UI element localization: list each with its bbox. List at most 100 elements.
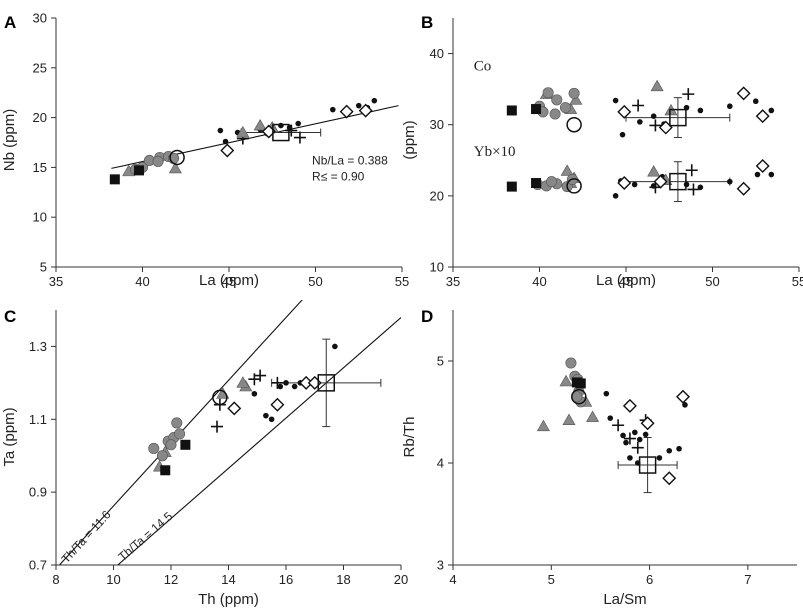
cross-marker [687, 183, 700, 196]
black-dot-marker [627, 455, 633, 461]
black-square-marker [134, 165, 145, 176]
open-circle-marker [169, 149, 185, 166]
gray-triangle-marker [569, 93, 583, 105]
black-dot-marker [697, 107, 704, 114]
open-diamond-marker [622, 398, 637, 413]
black-square-marker [180, 439, 191, 450]
black-dot-marker [222, 138, 229, 145]
y-tick-label: 15 [33, 160, 47, 175]
gray-triangle-marker [650, 79, 664, 92]
y-tick-label: 30 [33, 11, 47, 26]
open-diamond-marker [617, 176, 632, 191]
black-dot-marker [623, 439, 629, 446]
gray-circle-marker [152, 155, 164, 167]
black-square-marker [506, 181, 517, 192]
gray-circle-marker [174, 428, 186, 440]
y-tick-label: 5 [437, 354, 444, 369]
black-dot-marker [612, 97, 619, 104]
open-diamond-marker [617, 104, 632, 119]
black-square-marker [531, 178, 542, 189]
black-dot-marker [676, 445, 682, 452]
black-dot-marker [217, 127, 224, 134]
black-dot-marker [650, 113, 657, 119]
black-dot-marker [291, 383, 298, 390]
regression-annotation: R≤ = 0.90 [312, 169, 365, 183]
x-axis-title: La (ppm) [199, 272, 259, 289]
cross-marker [682, 88, 695, 101]
open-diamond-marker [662, 471, 677, 486]
black-dot-marker [612, 193, 619, 199]
panel-c: C 8 10 12 14 16 18 20 0.7 0.9 1.1 1.3 Th (ppm) Ta (pp… [1, 300, 408, 608]
gray-triangle-marker [253, 118, 267, 131]
x-axis-title: La/Sm [603, 591, 646, 608]
open-square-marker [669, 108, 687, 127]
black-dot-marker [619, 131, 626, 138]
y-tick-label: 1.3 [29, 339, 47, 354]
gray-circle-marker [546, 176, 558, 188]
y-tick-label: 0.7 [29, 558, 47, 573]
x-tick-label: 8 [52, 572, 59, 587]
black-dot-marker [607, 415, 614, 421]
black-dot-marker [637, 119, 643, 125]
black-dot-marker [642, 431, 649, 438]
gray-triangle-marker [536, 419, 550, 432]
cross-marker [612, 419, 625, 432]
x-tick-label: 18 [336, 572, 350, 587]
cross-marker [649, 119, 662, 132]
open-circle-marker [566, 178, 582, 194]
black-dot-marker [277, 383, 284, 390]
panel-letter-c: C [4, 307, 16, 326]
x-tick-label: 50 [308, 274, 322, 289]
ratio-line-label: Th/Ta = 11.6 [59, 507, 114, 565]
x-tick-label: 50 [705, 274, 719, 289]
y-axis-title: (ppm) [401, 120, 418, 159]
x-axis-title: Th (ppm) [198, 591, 259, 608]
gray-triangle-marker [560, 164, 574, 176]
black-dot-marker [278, 122, 284, 129]
black-square-marker [506, 105, 517, 116]
y-axis-title: Nb (ppm) [1, 109, 18, 172]
th-ta-ratio-line [58, 300, 303, 565]
black-dot-marker [656, 455, 663, 461]
x-tick-label: 4 [449, 572, 456, 587]
open-diamond-marker [755, 109, 770, 124]
open-diamond-marker [640, 416, 655, 431]
open-diamond-marker [755, 158, 770, 173]
y-tick-label: 10 [430, 260, 444, 275]
open-diamond-marker [736, 181, 751, 196]
x-tick-label: 12 [164, 572, 178, 587]
y-tick-label: 20 [33, 110, 47, 125]
black-dot-marker [283, 380, 289, 386]
cross-marker [685, 164, 698, 177]
black-dot-marker [330, 106, 336, 113]
x-axis-title: La (ppm) [596, 272, 656, 289]
gray-triangle-marker [168, 161, 182, 174]
th-ta-ratio-line [116, 317, 401, 565]
x-tick-label: 45 [222, 274, 236, 289]
x-tick-label: 20 [394, 572, 408, 587]
y-tick-label: 25 [33, 60, 47, 75]
black-dot-marker [620, 432, 626, 439]
gray-circle-marker [568, 87, 580, 99]
x-tick-label: 45 [619, 274, 633, 289]
cross-marker [632, 99, 645, 112]
open-circle-marker [212, 389, 228, 406]
y-tick-label: 30 [430, 117, 444, 132]
y-tick-label: 20 [430, 188, 444, 203]
x-tick-label: 14 [221, 572, 235, 587]
black-dot-marker [332, 343, 338, 350]
y-tick-label: 3 [437, 558, 444, 573]
y-tick-label: 4 [437, 456, 444, 471]
black-dot-marker [631, 181, 638, 188]
black-square-marker [109, 174, 120, 185]
open-square-marker [638, 456, 657, 474]
gray-circle-marker [156, 450, 168, 462]
x-tick-label: 55 [792, 274, 803, 289]
yb-label: Yb×10 [474, 144, 516, 160]
y-tick-label: 40 [430, 46, 444, 61]
black-dot-marker [752, 98, 759, 105]
black-dot-marker [636, 436, 643, 443]
x-tick-label: 5 [548, 572, 555, 587]
